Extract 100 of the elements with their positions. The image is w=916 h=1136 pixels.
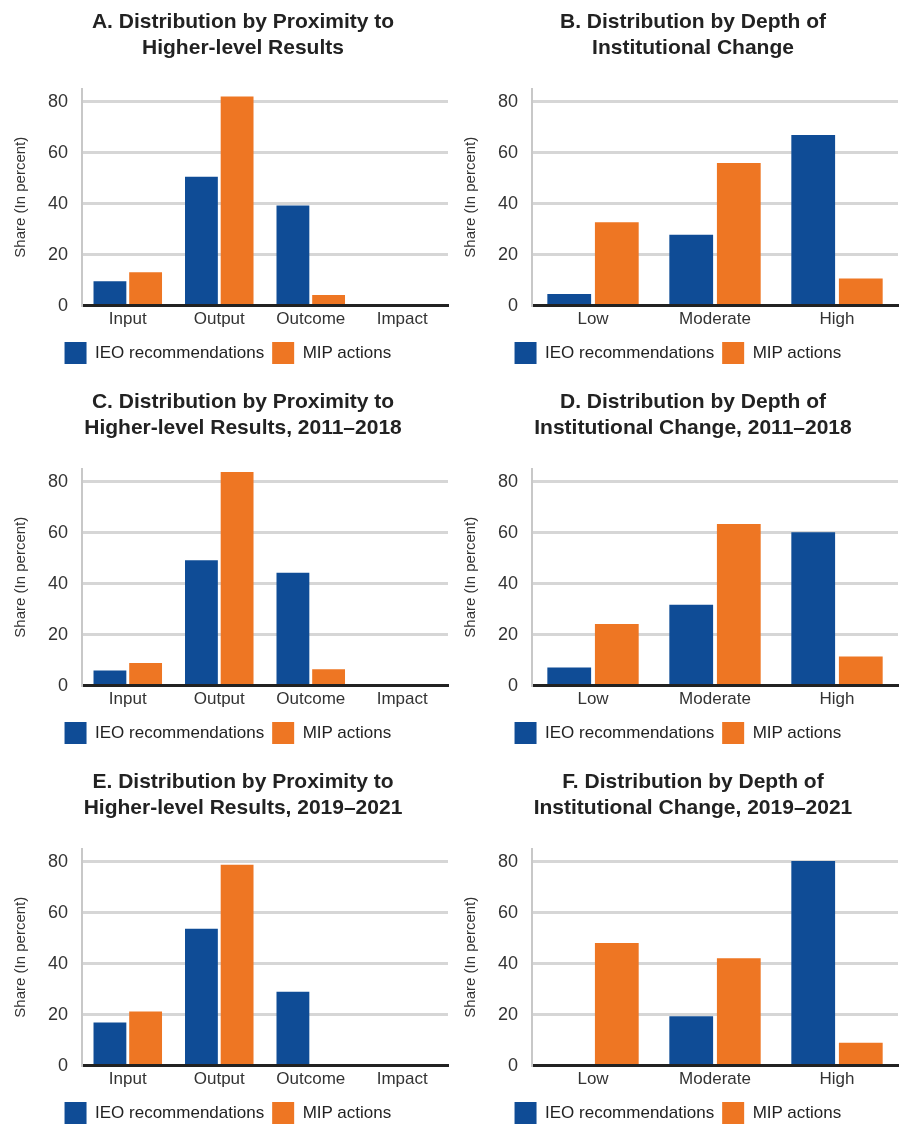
legend-label: IEO recommendations bbox=[95, 1102, 265, 1122]
bar bbox=[276, 205, 310, 305]
legend-label: MIP actions bbox=[302, 342, 392, 362]
chart-title: F. Distribution by Depth of Institutional Change, 2019–2021 bbox=[532, 768, 854, 820]
bar bbox=[838, 656, 883, 685]
y-tick-label: 80 bbox=[497, 850, 519, 871]
y-tick-label: 20 bbox=[497, 1003, 519, 1024]
bar bbox=[312, 294, 346, 305]
bar bbox=[838, 278, 883, 305]
y-tick-label: 60 bbox=[47, 141, 69, 162]
x-tick-label: Moderate bbox=[679, 689, 751, 709]
x-tick-label: Outcome bbox=[276, 689, 346, 709]
x-tick-label: Input bbox=[108, 689, 147, 709]
x-tick-label: High bbox=[819, 309, 855, 329]
y-tick-label: 60 bbox=[497, 521, 519, 542]
bar bbox=[791, 134, 836, 305]
y-tick-label: 20 bbox=[47, 623, 69, 644]
bar bbox=[220, 472, 254, 685]
bar bbox=[276, 572, 310, 685]
legend-label: MIP actions bbox=[752, 1102, 842, 1122]
x-tick-label: Moderate bbox=[679, 309, 751, 329]
bar bbox=[669, 604, 714, 685]
legend-label: MIP actions bbox=[302, 1102, 392, 1122]
bar bbox=[220, 96, 254, 305]
x-tick-label: High bbox=[819, 1069, 855, 1089]
x-tick-label: Impact bbox=[376, 689, 429, 709]
y-tick-label: 0 bbox=[508, 674, 519, 695]
legend-label: MIP actions bbox=[302, 722, 392, 742]
y-axis-title: Share (In percent) bbox=[461, 516, 479, 638]
y-tick-label: 0 bbox=[58, 294, 69, 315]
x-tick-label: Output bbox=[193, 1069, 246, 1089]
y-tick-label: 80 bbox=[497, 470, 519, 491]
y-tick-label: 40 bbox=[497, 952, 519, 973]
x-tick-label: Outcome bbox=[276, 309, 346, 329]
y-tick-label: 80 bbox=[47, 850, 69, 871]
legend-label: MIP actions bbox=[752, 722, 842, 742]
y-tick-label: 80 bbox=[47, 470, 69, 491]
bar bbox=[838, 1042, 883, 1065]
bar bbox=[716, 163, 761, 305]
bar bbox=[547, 294, 592, 305]
y-tick-label: 80 bbox=[47, 90, 69, 111]
y-tick-label: 40 bbox=[47, 192, 69, 213]
y-tick-label: 0 bbox=[508, 294, 519, 315]
y-axis-title: Share (In percent) bbox=[11, 896, 29, 1018]
chart-title: E. Distribution by Proximity to Higher-level Results, 2019–2021 bbox=[82, 768, 404, 820]
y-tick-label: 0 bbox=[508, 1054, 519, 1075]
bar bbox=[220, 864, 254, 1065]
bar bbox=[93, 281, 127, 305]
bar bbox=[716, 958, 761, 1065]
chart-title: D. Distribution by Depth of Institutional Change, 2011–2018 bbox=[533, 388, 853, 440]
bar bbox=[129, 272, 163, 305]
bar bbox=[185, 560, 218, 685]
bar bbox=[185, 928, 218, 1065]
chart-title: A. Distribution by Proximity to Higher-level Results bbox=[90, 8, 396, 60]
bar bbox=[312, 669, 346, 685]
y-tick-label: 60 bbox=[497, 141, 519, 162]
x-tick-label: Low bbox=[577, 309, 610, 329]
bar bbox=[93, 670, 127, 685]
bar bbox=[185, 176, 218, 305]
y-tick-label: 40 bbox=[47, 952, 69, 973]
x-tick-label: Input bbox=[108, 1069, 147, 1089]
legend-label: IEO recommendations bbox=[545, 1102, 715, 1122]
y-tick-label: 60 bbox=[497, 901, 519, 922]
y-axis-title: Share (In percent) bbox=[461, 136, 479, 258]
y-tick-label: 60 bbox=[47, 521, 69, 542]
x-tick-label: Moderate bbox=[679, 1069, 751, 1089]
bar bbox=[547, 667, 592, 685]
x-tick-label: High bbox=[819, 689, 855, 709]
y-tick-label: 20 bbox=[497, 243, 519, 264]
bar bbox=[129, 662, 163, 685]
x-tick-label: Low bbox=[577, 1069, 610, 1089]
x-tick-label: Impact bbox=[376, 1069, 429, 1089]
bar bbox=[93, 1022, 127, 1065]
legend-label: MIP actions bbox=[752, 342, 842, 362]
y-axis-title: Share (In percent) bbox=[461, 896, 479, 1018]
legend-label: IEO recommendations bbox=[95, 342, 265, 362]
legend-label: IEO recommendations bbox=[95, 722, 265, 742]
y-tick-label: 20 bbox=[47, 243, 69, 264]
bar bbox=[791, 532, 836, 685]
bar bbox=[716, 523, 761, 685]
bar bbox=[669, 1016, 714, 1065]
bar bbox=[791, 861, 836, 1065]
y-tick-label: 0 bbox=[58, 674, 69, 695]
chart-title: C. Distribution by Proximity to Higher-level Results, 2011–2018 bbox=[83, 388, 403, 440]
x-tick-label: Impact bbox=[376, 309, 429, 329]
bar bbox=[669, 234, 714, 305]
y-tick-label: 40 bbox=[497, 572, 519, 593]
y-tick-label: 20 bbox=[497, 623, 519, 644]
y-axis-title: Share (In percent) bbox=[11, 516, 29, 638]
y-tick-label: 0 bbox=[58, 1054, 69, 1075]
y-tick-label: 80 bbox=[497, 90, 519, 111]
x-tick-label: Output bbox=[193, 309, 246, 329]
y-tick-label: 60 bbox=[47, 901, 69, 922]
x-tick-label: Output bbox=[193, 689, 246, 709]
y-tick-label: 20 bbox=[47, 1003, 69, 1024]
y-axis-title: Share (In percent) bbox=[11, 136, 29, 258]
chart-title: B. Distribution by Depth of Institutional Change bbox=[559, 8, 827, 60]
bar bbox=[129, 1011, 163, 1065]
x-tick-label: Low bbox=[577, 689, 610, 709]
bar bbox=[594, 942, 639, 1065]
